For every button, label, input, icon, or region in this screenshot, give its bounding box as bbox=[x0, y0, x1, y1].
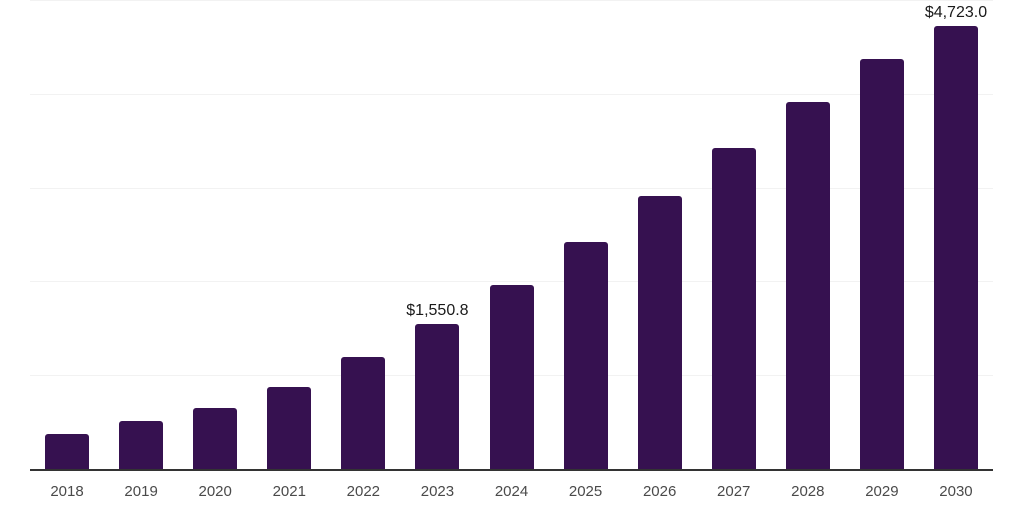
x-tick-label-2027: 2027 bbox=[717, 483, 751, 500]
plot-area: $1,550.8 $4,723.0 bbox=[30, 0, 993, 469]
bar-2022 bbox=[341, 357, 386, 469]
bar-2027 bbox=[711, 147, 756, 469]
bar-2018 bbox=[45, 433, 90, 469]
gridline-5000 bbox=[30, 0, 993, 1]
bar-2030 bbox=[933, 25, 978, 469]
bar-2024 bbox=[489, 284, 534, 469]
bar-2026 bbox=[637, 195, 682, 469]
x-tick-label-2020: 2020 bbox=[198, 483, 232, 500]
bar-2020 bbox=[193, 408, 238, 469]
x-axis-line bbox=[30, 469, 993, 471]
gridline-3000 bbox=[30, 187, 993, 189]
value-label-2023: $1,550.8 bbox=[406, 301, 469, 319]
bar-2019 bbox=[119, 420, 164, 469]
x-tick-label-2030: 2030 bbox=[939, 483, 973, 500]
x-tick-label-2023: 2023 bbox=[420, 483, 455, 500]
x-tick-label-2022: 2022 bbox=[346, 483, 381, 500]
bar-2025 bbox=[563, 241, 608, 469]
x-tick-label-2021: 2021 bbox=[272, 483, 306, 500]
gridline-4000 bbox=[30, 93, 993, 95]
x-tick-label-2026: 2026 bbox=[642, 483, 677, 500]
x-tick-label-2019: 2019 bbox=[124, 483, 158, 500]
bar-2023 bbox=[415, 323, 460, 469]
gridline-2000 bbox=[30, 281, 993, 283]
bar-2029 bbox=[859, 59, 904, 469]
x-tick-label-2024: 2024 bbox=[494, 483, 529, 500]
x-tick-label-2018: 2018 bbox=[50, 483, 84, 500]
x-tick-label-2029: 2029 bbox=[865, 483, 899, 500]
bar-2028 bbox=[785, 101, 830, 469]
x-tick-label-2028: 2028 bbox=[791, 483, 825, 500]
x-tick-label-2025: 2025 bbox=[568, 483, 603, 500]
bar-2021 bbox=[267, 387, 312, 469]
value-label-2030: $4,723.0 bbox=[924, 3, 988, 21]
